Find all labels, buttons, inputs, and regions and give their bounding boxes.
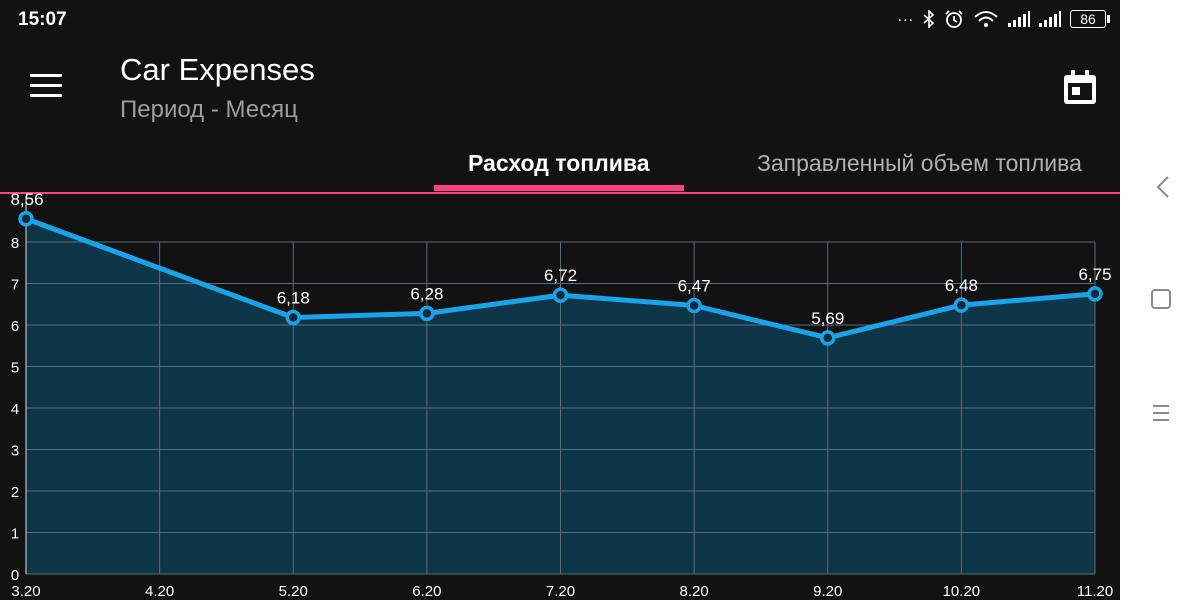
data-label: 5,69 (811, 309, 844, 328)
data-label: 6,72 (544, 266, 577, 285)
calendar-button[interactable] (1060, 68, 1100, 108)
y-tick-label: 8 (11, 235, 19, 252)
x-tick-label: 3.20 (11, 583, 40, 600)
data-point (552, 287, 569, 303)
menu-icon (30, 74, 62, 77)
system-nav-bar (1120, 0, 1200, 600)
data-label: 8,56 (10, 190, 43, 209)
battery-icon: 86 (1070, 10, 1110, 28)
data-label: 6,28 (410, 284, 443, 303)
data-point (419, 305, 435, 322)
x-tick-label: 11.20 (1077, 583, 1113, 600)
recents-icon[interactable] (1151, 402, 1171, 424)
menu-button[interactable] (30, 74, 64, 100)
tabs-divider (0, 192, 1120, 194)
tab-fuel-volume[interactable]: Заправленный объем топлива (757, 150, 1082, 176)
wifi-icon (974, 11, 998, 27)
y-tick-label: 1 (11, 526, 19, 543)
x-tick-label: 7.20 (546, 583, 575, 600)
x-tick-label: 4.20 (145, 583, 174, 600)
data-label: 6,18 (277, 289, 310, 308)
data-label: 6,48 (945, 276, 978, 295)
x-tick-label: 5.20 (279, 583, 308, 600)
status-time: 15:07 (18, 9, 67, 30)
signal-icon (1039, 11, 1061, 27)
data-label: 6,47 (678, 276, 711, 295)
calendar-icon (1064, 70, 1096, 104)
y-tick-label: 6 (11, 318, 19, 335)
more-notifications: ... (897, 8, 914, 25)
tab-fuel-consumption[interactable]: Расход топлива (468, 150, 650, 176)
x-tick-label: 6.20 (412, 583, 441, 600)
back-icon[interactable] (1154, 175, 1172, 199)
toolbar: Car Expenses Период - Месяц (0, 38, 1120, 138)
data-label: 6,75 (1078, 265, 1111, 284)
data-point (953, 297, 970, 313)
y-tick-label: 4 (11, 401, 19, 418)
y-tick-label: 7 (11, 277, 19, 294)
y-tick-label: 5 (11, 360, 19, 377)
bluetooth-icon (923, 10, 935, 28)
y-tick-label: 3 (11, 443, 19, 460)
x-tick-label: 8.20 (680, 583, 709, 600)
status-bar: 15:07 ... (0, 0, 1120, 38)
period-subtitle[interactable]: Период - Месяц (120, 96, 298, 123)
status-icons: ... (897, 8, 1110, 30)
home-icon[interactable] (1150, 288, 1172, 310)
app-screen: 15:07 ... (0, 0, 1120, 600)
alarm-icon (945, 10, 963, 28)
series-line (25, 216, 1096, 341)
signal-icon (1008, 11, 1030, 27)
data-point (820, 330, 836, 346)
menu-icon (30, 84, 62, 87)
data-point (1087, 286, 1103, 302)
tab-indicator (434, 185, 684, 191)
tab-bar: Расход топлива Заправленный объем топлив… (0, 138, 1120, 194)
x-tick-label: 9.20 (813, 583, 842, 600)
data-point (18, 211, 34, 227)
menu-icon (30, 94, 62, 97)
y-tick-label: 2 (11, 484, 19, 501)
data-point (686, 297, 702, 314)
fuel-consumption-chart[interactable]: 0 1 2 3 4 5 6 7 8 3.20 4.20 5.20 6.20 7.20 8.20 9.20 10.… (0, 0, 1120, 600)
data-point (285, 309, 301, 326)
app-title: Car Expenses (120, 52, 315, 87)
x-tick-label: 10.20 (943, 583, 981, 600)
y-tick-label: 0 (11, 567, 19, 584)
